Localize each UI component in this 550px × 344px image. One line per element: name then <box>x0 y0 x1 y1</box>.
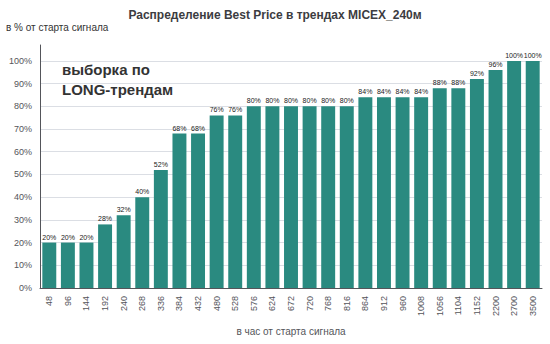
svg-text:96: 96 <box>63 296 73 306</box>
svg-text:40%: 40% <box>14 192 32 202</box>
svg-text:10%: 10% <box>14 260 32 270</box>
svg-text:84%: 84% <box>377 88 391 95</box>
svg-text:144: 144 <box>81 296 91 311</box>
svg-text:76%: 76% <box>228 106 242 113</box>
svg-text:864: 864 <box>360 296 370 311</box>
svg-text:80%: 80% <box>303 97 317 104</box>
svg-text:336: 336 <box>156 296 166 311</box>
svg-text:LONG-трендам: LONG-трендам <box>62 81 174 98</box>
svg-text:30%: 30% <box>14 215 32 225</box>
svg-text:32%: 32% <box>117 206 131 213</box>
svg-text:88%: 88% <box>451 79 465 86</box>
svg-text:672: 672 <box>286 296 296 311</box>
svg-text:100%: 100% <box>505 52 523 59</box>
svg-text:84%: 84% <box>396 88 410 95</box>
svg-text:80%: 80% <box>321 97 335 104</box>
svg-text:2200: 2200 <box>491 296 501 316</box>
svg-text:выборка по: выборка по <box>62 61 150 78</box>
svg-text:76%: 76% <box>210 106 224 113</box>
svg-text:1008: 1008 <box>416 296 426 316</box>
svg-text:80%: 80% <box>265 97 279 104</box>
svg-text:Распределение Best Price в тре: Распределение Best Price в трендах MICEX… <box>128 8 421 22</box>
svg-text:90%: 90% <box>14 79 32 89</box>
svg-text:50%: 50% <box>14 169 32 179</box>
svg-text:84%: 84% <box>358 88 372 95</box>
svg-text:20%: 20% <box>42 234 56 241</box>
svg-text:48: 48 <box>44 296 54 306</box>
svg-text:80%: 80% <box>340 97 354 104</box>
svg-text:100%: 100% <box>524 52 542 59</box>
svg-text:768: 768 <box>323 296 333 311</box>
svg-text:720: 720 <box>305 296 315 311</box>
svg-text:480: 480 <box>212 296 222 311</box>
svg-text:52%: 52% <box>154 161 168 168</box>
svg-text:528: 528 <box>230 296 240 311</box>
svg-text:2700: 2700 <box>509 296 519 316</box>
svg-text:80%: 80% <box>247 97 261 104</box>
svg-text:1152: 1152 <box>472 296 482 315</box>
svg-text:84%: 84% <box>414 88 428 95</box>
svg-text:240: 240 <box>119 296 129 311</box>
svg-text:960: 960 <box>398 296 408 311</box>
svg-text:0%: 0% <box>19 283 32 293</box>
svg-text:576: 576 <box>249 296 259 311</box>
svg-text:80%: 80% <box>14 101 32 111</box>
svg-text:100%: 100% <box>9 56 32 66</box>
svg-text:80%: 80% <box>284 97 298 104</box>
svg-text:384: 384 <box>174 296 184 311</box>
svg-text:624: 624 <box>267 296 277 311</box>
svg-text:20%: 20% <box>14 238 32 248</box>
svg-text:60%: 60% <box>14 147 32 157</box>
svg-text:1104: 1104 <box>453 296 463 315</box>
svg-text:912: 912 <box>379 296 389 311</box>
svg-text:28%: 28% <box>98 215 112 222</box>
svg-text:192: 192 <box>100 296 110 311</box>
svg-text:88%: 88% <box>433 79 447 86</box>
svg-text:816: 816 <box>342 296 352 311</box>
svg-text:68%: 68% <box>191 125 205 132</box>
svg-text:92%: 92% <box>470 70 484 77</box>
svg-text:1056: 1056 <box>435 296 445 316</box>
svg-text:3500: 3500 <box>528 296 538 316</box>
svg-text:20%: 20% <box>79 234 93 241</box>
svg-text:20%: 20% <box>61 234 75 241</box>
svg-text:70%: 70% <box>14 124 32 134</box>
svg-text:96%: 96% <box>489 61 503 68</box>
svg-text:68%: 68% <box>172 125 186 132</box>
svg-text:40%: 40% <box>135 188 149 195</box>
svg-text:в час от старта сигнала: в час от старта сигнала <box>236 326 346 337</box>
svg-text:268: 268 <box>137 296 147 311</box>
svg-text:в % от старта сигнала: в % от старта сигнала <box>6 22 109 33</box>
svg-text:432: 432 <box>193 296 203 311</box>
